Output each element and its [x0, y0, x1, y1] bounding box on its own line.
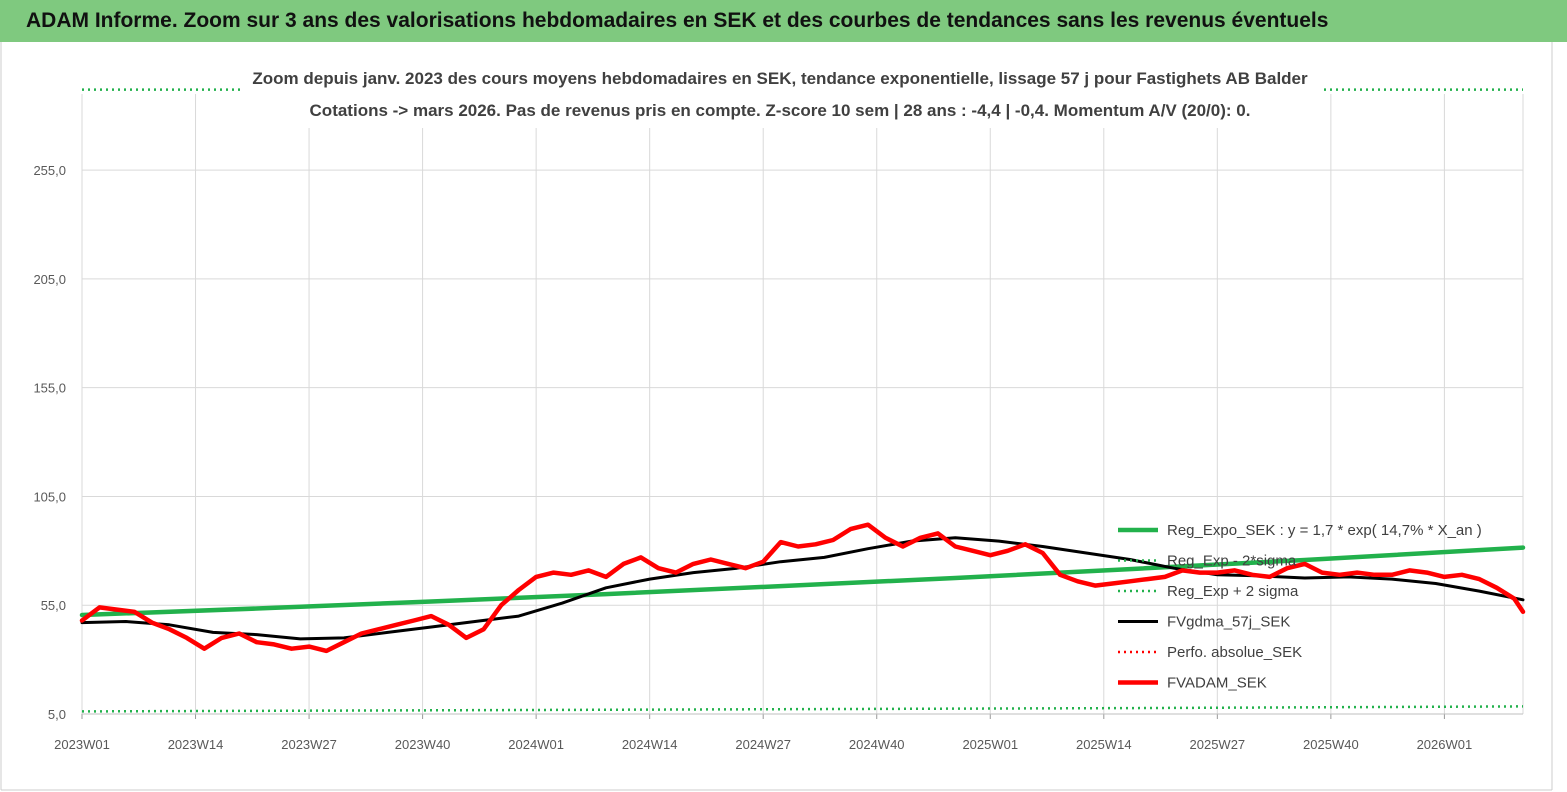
- chart-title-line1: Zoom depuis janv. 2023 des cours moyens …: [252, 69, 1308, 88]
- x-tick-label: 2025W27: [1190, 737, 1246, 752]
- valuation-line-chart: 5,0 55,0 105,0 155,0 205,0 255,0 2023W01 2023W1…: [0, 42, 1553, 791]
- x-tick-label: 2024W14: [622, 737, 678, 752]
- y-tick-label: 105,0: [33, 489, 66, 504]
- x-tick-label: 2023W14: [168, 737, 224, 752]
- x-tick-label: 2023W27: [281, 737, 337, 752]
- x-tick-label: 2023W01: [54, 737, 110, 752]
- x-tick-label: 2025W01: [962, 737, 1018, 752]
- legend-label: FVgdma_57j_SEK: [1167, 614, 1290, 631]
- y-tick-label: 155,0: [33, 381, 66, 396]
- series-line-fvadam-sek: [79, 522, 1526, 654]
- y-tick-label: 255,0: [33, 163, 66, 178]
- x-tick-label: 2025W40: [1303, 737, 1359, 752]
- x-tick-label: 2026W01: [1417, 737, 1473, 752]
- series-line-reg-exp-2-sigma: [81, 705, 1524, 713]
- series-line-fvgdma-57j-sek: [80, 536, 1525, 641]
- x-tick-label: 2023W40: [395, 737, 451, 752]
- series-line-reg-expo-sek-y-1-7-exp-14-7-x-an: [79, 545, 1526, 618]
- x-tick-label: 2024W27: [735, 737, 791, 752]
- legend-label: Reg_Expo_SEK : y = 1,7 * exp( 14,7% * X_…: [1167, 522, 1482, 539]
- chart-title-line2: Cotations -> mars 2026. Pas de revenus p…: [310, 101, 1251, 120]
- y-tick-label: 205,0: [33, 272, 66, 287]
- legend-label: Reg_Exp + 2 sigma: [1167, 583, 1299, 600]
- x-tick-label: 2024W40: [849, 737, 905, 752]
- report-banner-title: ADAM Informe. Zoom sur 3 ans des valoris…: [26, 9, 1329, 32]
- chart-title-box: [240, 62, 1320, 128]
- legend-label: Perfo. absolue_SEK: [1167, 644, 1302, 661]
- x-tick-label: 2025W14: [1076, 737, 1132, 752]
- report-banner: ADAM Informe. Zoom sur 3 ans des valoris…: [0, 0, 1567, 42]
- chart-gridlines: [81, 94, 1524, 714]
- chart-series-lines: [79, 88, 1526, 713]
- y-tick-label: 55,0: [41, 598, 66, 613]
- y-tick-label: 5,0: [48, 707, 66, 722]
- x-tick-label: 2024W01: [508, 737, 564, 752]
- legend-label: FVADAM_SEK: [1167, 675, 1267, 692]
- chart-axes: 5,0 55,0 105,0 155,0 205,0 255,0 2023W01 2023W1…: [33, 163, 1523, 752]
- legend-label: Reg_Exp - 2*sigma: [1167, 553, 1297, 570]
- chart-legend: Reg_Expo_SEK : y = 1,7 * exp( 14,7% * X_…: [1118, 522, 1482, 692]
